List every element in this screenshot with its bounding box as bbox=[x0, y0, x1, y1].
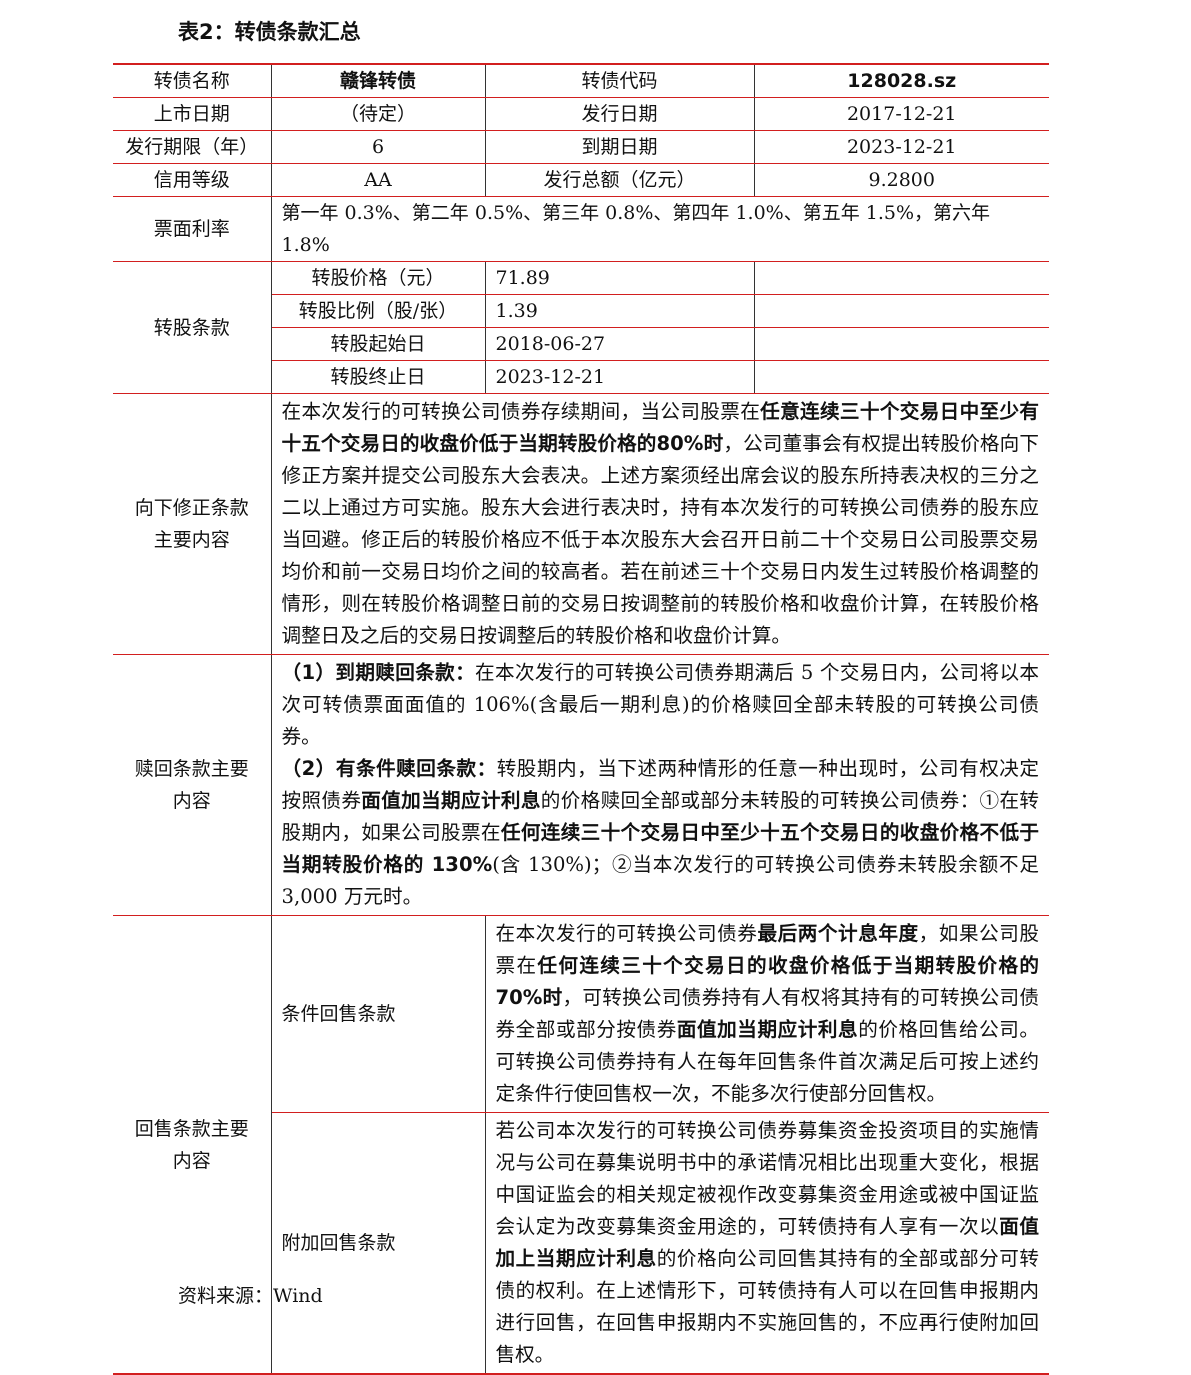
row-label: 票面利率 bbox=[113, 196, 272, 262]
sub-label: 转股比例（股/张） bbox=[270, 294, 486, 328]
text-run: 面值加上当期应计利息 bbox=[495, 1215, 1040, 1270]
text-run: 任何连续三十个交易日中至少十五个交易日的收盘价格不低于当期转股价格的 130% bbox=[281, 821, 1040, 876]
table-row: 向下修正条款 主要内容 在本次发行的可转换公司债券存续期间，当公司股票在任意连续三十… bbox=[113, 393, 1049, 655]
table-cell: 71.89 bbox=[484, 261, 755, 295]
table-cell: （待定） bbox=[270, 97, 486, 131]
text-run: 面值加当期应计利息 bbox=[361, 789, 541, 812]
text-run: （2）有条件赎回条款： bbox=[281, 757, 497, 780]
paragraph: （2）有条件赎回条款：转股期内，当下述两种情形的任意一种出现时，公司有权决定按照… bbox=[282, 753, 1040, 913]
table-cell: 转债代码 bbox=[484, 63, 755, 98]
text-run: ，可转换公司债券持有人有权将其持有的可转换公司债券全部或部分按债券 bbox=[495, 986, 1040, 1041]
text-cell: 在本次发行的可转换公司债券存续期间，当公司股票在任意连续三十个交易日中至少有十五… bbox=[270, 393, 1049, 655]
table-cell: 2018-06-27 bbox=[484, 327, 755, 361]
table-row: 赎回条款主要 内容 （1）到期赎回条款：在本次发行的可转换公司债券期满后 5 个交易… bbox=[113, 654, 1049, 916]
row-label-line: 回售条款主要 bbox=[134, 1117, 249, 1140]
text-run: 若公司本次发行的可转换公司债券募集资金投资项目的实施情况与公司在募集说明书中的承… bbox=[495, 1119, 1040, 1238]
paragraph: 在本次发行的可转换公司债券存续期间，当公司股票在任意连续三十个交易日中至少有十五… bbox=[282, 396, 1040, 652]
page: { "title": "表2：转债条款汇总", "table": { "basi… bbox=[113, 20, 1049, 1375]
table-cell: 到期日期 bbox=[484, 130, 755, 164]
row-label-line: 赎回条款主要 bbox=[134, 758, 249, 780]
text-run: (含 130%)；②当本次发行的可转换公司债券未转股余额不足 3,000 万元时… bbox=[281, 853, 1040, 908]
sub-label: 附加回售条款 bbox=[270, 1112, 486, 1375]
table-row: 发行期限（年） 6 到期日期 2023-12-21 bbox=[113, 130, 1049, 164]
row-label: 转股条款 bbox=[113, 261, 272, 394]
text-run: 在本次发行的可转换公司债券期满后 5 个交易日内，公司将以本次可转债票面面值的 … bbox=[281, 661, 1040, 748]
table-cell: AA bbox=[270, 163, 486, 197]
text-run: 的价格赎回全部或部分未转股的可转换公司债券：①在转股期内，如果公司股票在 bbox=[281, 789, 1040, 844]
text-run: 的价格向公司回售其持有的全部或部分可转债的权利。在上述情形下，可转债持有人可以在… bbox=[495, 1247, 1040, 1366]
table-cell: 2023-12-21 bbox=[484, 360, 755, 394]
row-label: 向下修正条款 主要内容 bbox=[113, 393, 272, 655]
table-cell: 转债名称 bbox=[113, 63, 272, 98]
table-cell: 发行期限（年） bbox=[113, 130, 272, 164]
table-row: 信用等级 AA 发行总额（亿元） 9.2800 bbox=[113, 163, 1049, 197]
table-cell: 6 bbox=[270, 130, 486, 164]
table-cell: 9.2800 bbox=[753, 163, 1049, 197]
empty-cell bbox=[753, 327, 1049, 361]
text-run: ，公司董事会有权提出转股价格向下修正方案并提交公司股东大会表决。上述方案须经出席… bbox=[281, 432, 1040, 647]
table-row: 回售条款主要 内容 条件回售条款 在本次发行的可转换公司债券最后两个计息年度，如果公司… bbox=[113, 915, 1049, 1375]
text-cell: （1）到期赎回条款：在本次发行的可转换公司债券期满后 5 个交易日内，公司将以本… bbox=[270, 654, 1049, 916]
row-label-line: 内容 bbox=[172, 790, 211, 812]
empty-cell bbox=[753, 261, 1049, 295]
sub-label: 转股价格（元） bbox=[270, 261, 486, 295]
terms-table: 转债名称 赣锋转债 转债代码 128028.sz 上市日期 （待定） 发行日期 2017-12… bbox=[113, 63, 1049, 1375]
text-run: 的价格回售给公司。可转换公司债券持有人在每年回售条件首次满足后可按上述约定条件行… bbox=[495, 1018, 1040, 1105]
table-row: 转债名称 赣锋转债 转债代码 128028.sz bbox=[113, 63, 1049, 98]
table-row: 上市日期 （待定） 发行日期 2017-12-21 bbox=[113, 97, 1049, 131]
row-label-line: 向下修正条款 bbox=[134, 497, 249, 519]
row-label: 赎回条款主要 内容 bbox=[113, 654, 272, 916]
table-cell: 1.39 bbox=[484, 294, 755, 328]
empty-cell bbox=[753, 360, 1049, 394]
empty-cell bbox=[753, 294, 1049, 328]
table-cell: 128028.sz bbox=[753, 63, 1049, 98]
table-row: 转股条款 转股价格（元） 71.89 bbox=[113, 261, 1049, 394]
sub-label: 转股终止日 bbox=[270, 360, 486, 394]
text-run: 转股期内，当下述两种情形的任意一种出现时，公司有权决定按照债券 bbox=[281, 757, 1040, 812]
table-cell: 发行总额（亿元） bbox=[484, 163, 755, 197]
text-run: （1）到期赎回条款： bbox=[281, 661, 476, 684]
paragraph: （1）到期赎回条款：在本次发行的可转换公司债券期满后 5 个交易日内，公司将以本… bbox=[282, 657, 1040, 753]
text-cell: 若公司本次发行的可转换公司债券募集资金投资项目的实施情况与公司在募集说明书中的承… bbox=[484, 1112, 1049, 1375]
text-run: 最后两个计息年度 bbox=[757, 922, 919, 945]
text-run: 任意连续三十个交易日中至少有十五个交易日的收盘价低于当期转股价格的80%时 bbox=[281, 400, 1040, 455]
table-row: 票面利率 第一年 0.3%、第二年 0.5%、第三年 0.8%、第四年 1.0%、… bbox=[113, 196, 1049, 262]
text-run: 任何连续三十个交易日的收盘价格低于当期转股价格的70%时 bbox=[495, 954, 1040, 1009]
table-cell: 2017-12-21 bbox=[753, 97, 1049, 131]
table-title: 表2：转债条款汇总 bbox=[178, 20, 361, 44]
text-run: 面值加当期应计利息 bbox=[676, 1018, 859, 1041]
table-cell: 2023-12-21 bbox=[753, 130, 1049, 164]
text-cell: 在本次发行的可转换公司债券最后两个计息年度，如果公司股票在任何连续三十个交易日的… bbox=[484, 915, 1049, 1113]
source-note: 资料来源：Wind bbox=[178, 1285, 323, 1307]
table-cell: 信用等级 bbox=[113, 163, 272, 197]
text-run: ，如果公司股票在 bbox=[495, 922, 1040, 977]
text-run: 在本次发行的可转换公司债券 bbox=[495, 922, 758, 945]
table-cell: 赣锋转债 bbox=[270, 63, 486, 98]
sub-label: 条件回售条款 bbox=[270, 915, 486, 1113]
row-label-line: 内容 bbox=[172, 1149, 211, 1172]
table-cell: 第一年 0.3%、第二年 0.5%、第三年 0.8%、第四年 1.0%、第五年 … bbox=[270, 196, 1049, 262]
sub-label: 转股起始日 bbox=[270, 327, 486, 361]
text-run: 在本次发行的可转换公司债券存续期间，当公司股票在 bbox=[281, 400, 761, 423]
table-body: 转债名称 赣锋转债 转债代码 128028.sz 上市日期 （待定） 发行日期 2017-12… bbox=[113, 63, 1049, 1375]
row-label-line: 主要内容 bbox=[153, 529, 230, 551]
table-cell: 上市日期 bbox=[113, 97, 272, 131]
table-cell: 发行日期 bbox=[484, 97, 755, 131]
